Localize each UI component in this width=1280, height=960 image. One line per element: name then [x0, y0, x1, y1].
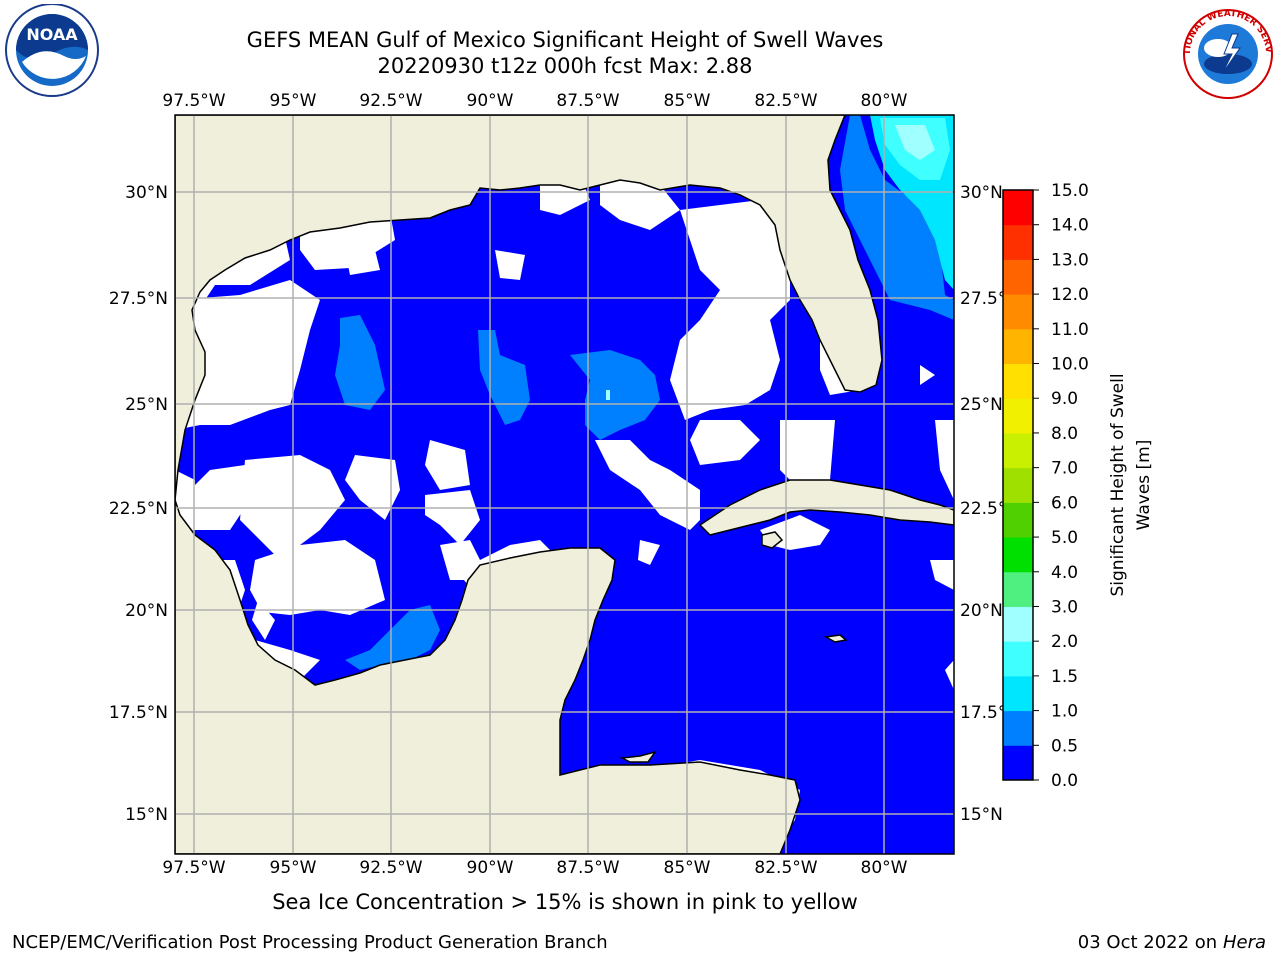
lat-label-right: 15°N	[960, 805, 1003, 825]
colorbar-tick-label: 8.0	[1051, 424, 1078, 444]
colorbar-tick-label: 9.0	[1051, 389, 1078, 409]
colorbar-tick-label: 0.0	[1051, 771, 1078, 791]
colorbar-tick-label: 2.0	[1051, 632, 1078, 652]
lon-label-bottom: 82.5°W	[754, 858, 817, 878]
lat-label-left: 20°N	[125, 601, 168, 621]
colorbar-swatch	[1003, 467, 1033, 503]
lat-label-left: 22.5°N	[109, 499, 168, 519]
map-area	[175, 115, 954, 854]
nws-logo: NATIONAL WEATHER SERVICE	[1174, 0, 1278, 104]
chart-title: GEFS MEAN Gulf of Mexico Significant Hei…	[246, 28, 884, 52]
colorbar-swatch	[1003, 675, 1033, 712]
colorbar-tick-label: 12.0	[1051, 285, 1089, 305]
lon-label-top: 85°W	[664, 91, 711, 111]
lat-label-left: 15°N	[125, 805, 168, 825]
lon-label-bottom: 85°W	[664, 858, 711, 878]
colorbar-swatch	[1003, 294, 1033, 330]
footer-credit: NCEP/EMC/Verification Post Processing Pr…	[12, 932, 608, 953]
colorbar-tick-label: 6.0	[1051, 493, 1078, 513]
colorbar-swatch	[1003, 537, 1033, 573]
colorbar-label-line1: Significant Height of Swell	[1108, 373, 1128, 596]
lon-label-bottom: 92.5°W	[359, 858, 422, 878]
lon-label-top: 92.5°W	[359, 91, 422, 111]
colorbar-tick-label: 4.0	[1051, 563, 1078, 583]
lon-label-bottom: 95°W	[270, 858, 317, 878]
colorbar-swatch	[1003, 190, 1033, 226]
colorbar-tick-label: 3.0	[1051, 597, 1078, 617]
lon-labels-bottom: 97.5°W 95°W 92.5°W 90°W 87.5°W 85°W 82.5…	[162, 858, 907, 878]
lon-label-top: 90°W	[467, 91, 514, 111]
lat-label-left: 25°N	[125, 395, 168, 415]
footer-date-text: 03 Oct 2022 on	[1077, 932, 1223, 953]
lat-label-left: 27.5°N	[109, 289, 168, 309]
colorbar-tick-label: 1.0	[1051, 702, 1078, 722]
colorbar-swatch	[1003, 363, 1033, 399]
colorbar-tick-label: 5.0	[1051, 528, 1078, 548]
colorbar-tick-label: 13.0	[1051, 250, 1089, 270]
lon-label-top: 80°W	[861, 91, 908, 111]
lat-label-left: 17.5°N	[109, 703, 168, 723]
lat-labels-left: 30°N 27.5°N 25°N 22.5°N 20°N 17.5°N 15°N	[109, 183, 168, 825]
colorbar-swatch	[1003, 571, 1033, 607]
colorbar-tick-label: 15.0	[1051, 181, 1089, 201]
colorbar-swatch	[1003, 328, 1033, 365]
svg-text:NOAA: NOAA	[26, 25, 78, 44]
lon-label-bottom: 87.5°W	[556, 858, 619, 878]
lon-label-top: 87.5°W	[556, 91, 619, 111]
lon-label-bottom: 97.5°W	[162, 858, 225, 878]
lon-labels-top: 97.5°W 95°W 92.5°W 90°W 87.5°W 85°W 82.5…	[162, 91, 907, 111]
colorbar-swatch	[1003, 606, 1033, 642]
colorbar-tick-label: 7.0	[1051, 459, 1078, 479]
colorbar-tick-label: 14.0	[1051, 216, 1089, 236]
lon-label-top: 82.5°W	[754, 91, 817, 111]
colorbar-tick-label: 0.5	[1051, 736, 1078, 756]
colorbar-label-line2: Waves [m]	[1134, 440, 1154, 531]
map-frame	[174, 114, 955, 855]
lat-label-right: 25°N	[960, 395, 1003, 415]
lon-label-top: 97.5°W	[162, 91, 225, 111]
colorbar-swatch	[1003, 432, 1033, 469]
footer-machine: Hera	[1222, 932, 1266, 953]
lon-label-top: 95°W	[270, 91, 317, 111]
colorbar-tick-label: 1.5	[1051, 667, 1078, 687]
lon-label-bottom: 80°W	[861, 858, 908, 878]
colorbar-tick-label: 10.0	[1051, 355, 1089, 375]
colorbar-swatch	[1003, 502, 1033, 538]
colorbar-swatch	[1003, 224, 1033, 260]
sea-ice-note: Sea Ice Concentration > 15% is shown in …	[272, 890, 858, 914]
colorbar: 0.0 0.5 1.0 1.5 2.0 3.0 4.0 5.0 6.0 7.0 8.0 9.0 10.0…	[1002, 181, 1089, 791]
colorbar-swatch	[1003, 398, 1033, 434]
lat-label-right: 20°N	[960, 601, 1003, 621]
colorbar-swatch	[1003, 259, 1033, 295]
lon-label-bottom: 90°W	[467, 858, 514, 878]
colorbar-tick-label: 11.0	[1051, 320, 1089, 340]
colorbar-frame	[1002, 189, 1034, 781]
footer-date: 03 Oct 2022 on Hera	[1078, 932, 1266, 953]
colorbar-swatch	[1003, 745, 1033, 781]
graticule	[175, 115, 954, 854]
lat-label-right: 30°N	[960, 183, 1003, 203]
colorbar-swatch	[1003, 641, 1033, 677]
swell-2.0-3.0-regions	[606, 125, 935, 400]
colorbar-swatch	[1003, 710, 1033, 746]
chart-subtitle: 20220930 t12z 000h fcst Max: 2.88	[377, 54, 753, 78]
noaa-logo: NOAA	[2, 3, 102, 104]
lat-label-left: 30°N	[125, 183, 168, 203]
